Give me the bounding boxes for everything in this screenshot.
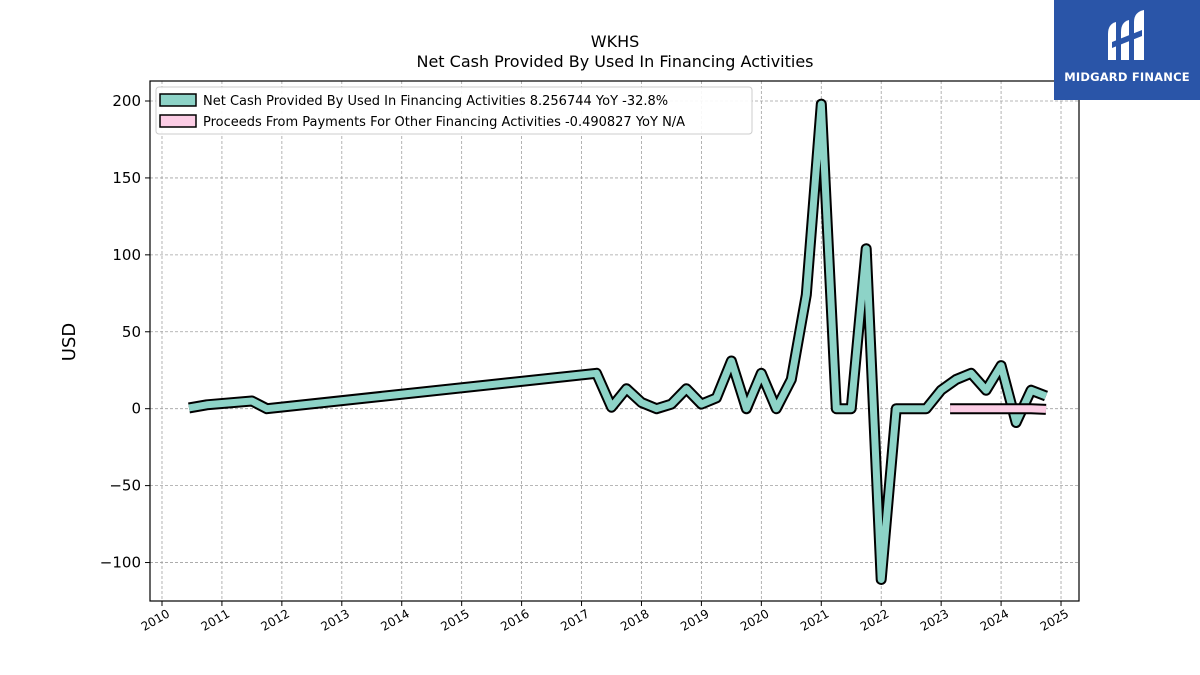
y-tick-label: 50 bbox=[122, 323, 141, 341]
x-tick-label: 2016 bbox=[498, 606, 531, 633]
midgard-finance-logo: MIDGARD FINANCE bbox=[1054, 0, 1200, 100]
chart-subtitle: Net Cash Provided By Used In Financing A… bbox=[416, 52, 813, 71]
plot-area-frame bbox=[149, 80, 1080, 602]
x-tick-label: 2022 bbox=[858, 606, 891, 633]
y-axis-label: USD bbox=[59, 323, 80, 361]
x-tick-label: 2015 bbox=[438, 606, 471, 633]
legend-frame bbox=[155, 86, 753, 135]
x-tick-label: 2025 bbox=[1038, 606, 1071, 633]
series-group bbox=[188, 98, 1048, 585]
x-tick-label: 2019 bbox=[678, 606, 711, 633]
legend-label-net-cash: Net Cash Provided By Used In Financing A… bbox=[203, 94, 668, 109]
x-tick-label: 2021 bbox=[798, 606, 831, 633]
legend-swatch-net-cash bbox=[159, 93, 197, 107]
x-tick-label: 2013 bbox=[318, 606, 351, 633]
x-tick-label: 2011 bbox=[199, 606, 232, 633]
x-tick-label: 2010 bbox=[139, 606, 172, 633]
legend: Net Cash Provided By Used In Financing A… bbox=[155, 86, 753, 135]
brand-name: MIDGARD FINANCE bbox=[1064, 70, 1190, 84]
x-tick-label: 2017 bbox=[558, 606, 591, 633]
midgard-logo-icon bbox=[1108, 10, 1144, 60]
legend-label-other-financing: Proceeds From Payments For Other Financi… bbox=[203, 115, 685, 130]
x-tick-label: 2018 bbox=[618, 606, 651, 633]
y-tick-label: 100 bbox=[112, 246, 141, 264]
x-tick-label: 2014 bbox=[378, 606, 411, 633]
y-tick-label: 0 bbox=[131, 400, 141, 418]
legend-swatch-other-financing bbox=[159, 114, 197, 128]
axis-ticks: 2010 2011 2012 2013 2014 2015 2016 2017 2018 2019… bbox=[100, 92, 1071, 634]
grid bbox=[150, 81, 1079, 601]
x-tick-label: 2012 bbox=[259, 606, 292, 633]
x-tick-label: 2024 bbox=[978, 606, 1011, 633]
y-tick-label: −100 bbox=[100, 554, 141, 572]
series-line-other-financing bbox=[950, 405, 1047, 413]
series-line-net-cash-financing bbox=[188, 100, 1048, 583]
chart-title: WKHS bbox=[591, 32, 640, 51]
x-tick-label: 2023 bbox=[918, 606, 951, 633]
series-outline-net-cash-financing bbox=[188, 98, 1048, 585]
y-tick-label: 150 bbox=[112, 169, 141, 187]
y-tick-label: −50 bbox=[109, 477, 141, 495]
y-tick-label: 200 bbox=[112, 92, 141, 110]
x-tick-label: 2020 bbox=[738, 606, 771, 633]
